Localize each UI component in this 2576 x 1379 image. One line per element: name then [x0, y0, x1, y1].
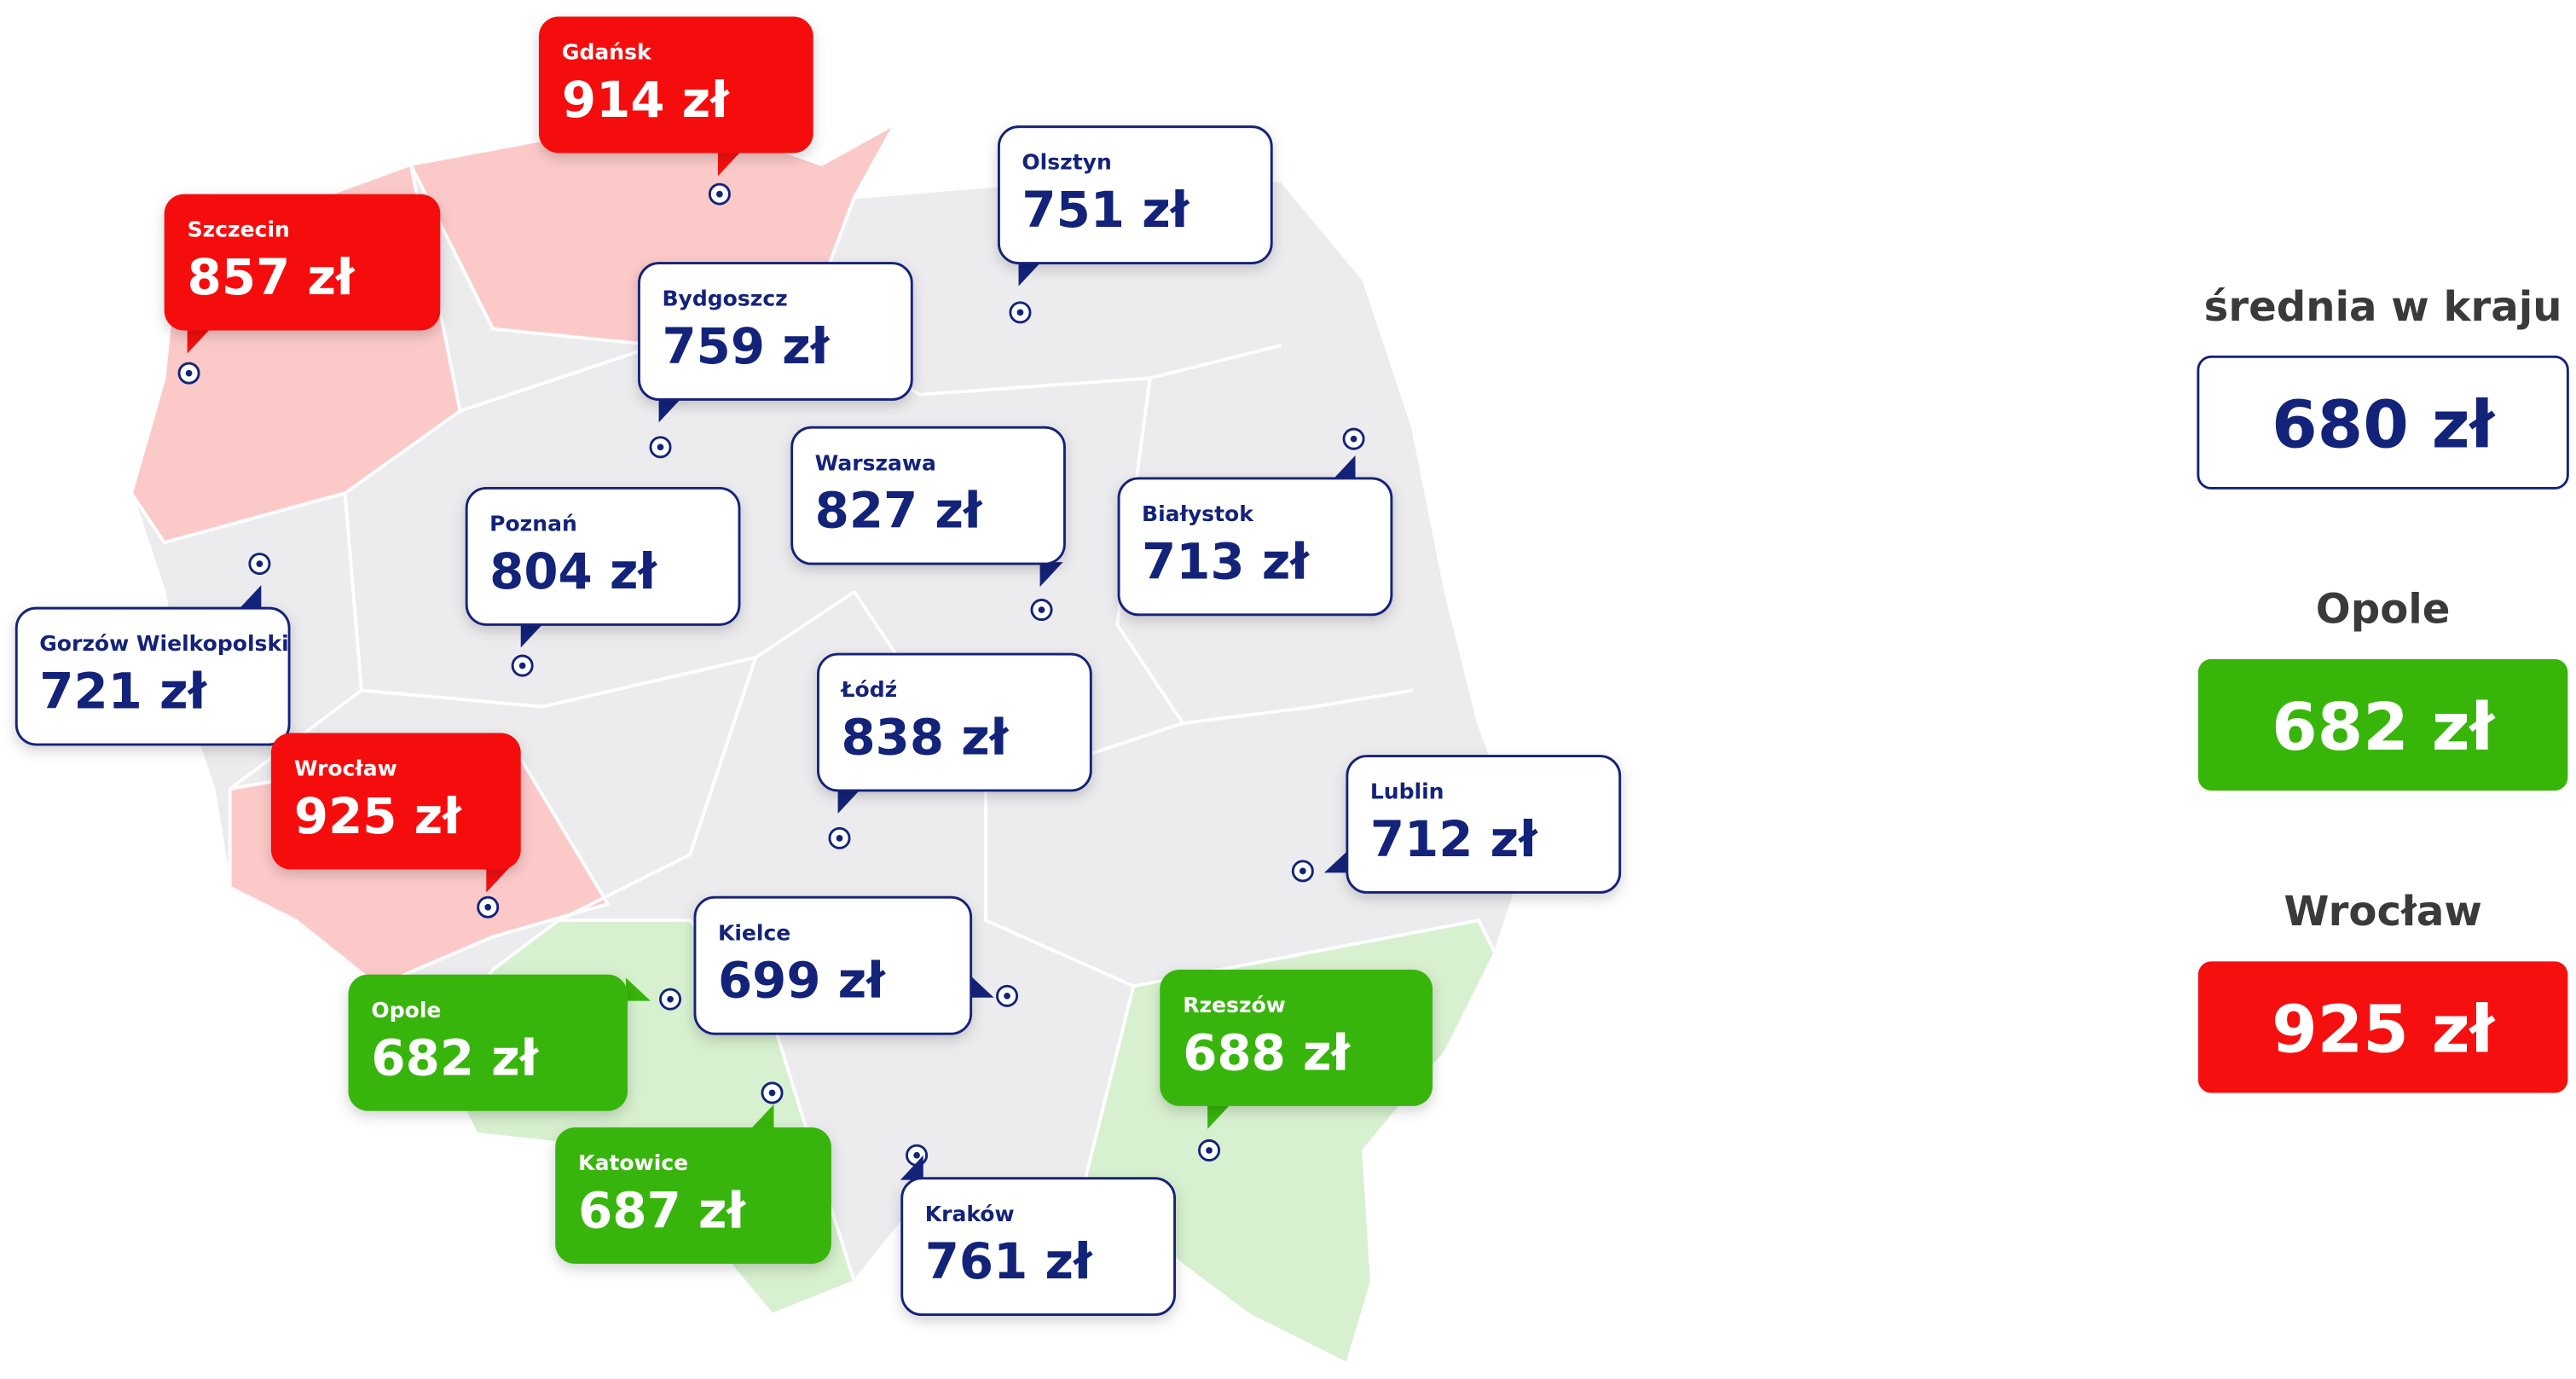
label-box	[1346, 755, 1622, 894]
label-box	[997, 125, 1273, 264]
pin-dot	[518, 662, 526, 669]
city-price: 699 zł	[718, 952, 886, 1010]
city-name: Katowice	[578, 1150, 688, 1175]
city-name: Białystok	[1142, 501, 1254, 526]
pin-dot	[716, 190, 723, 198]
label-box	[555, 1127, 831, 1264]
city-label: Białystok 713 zł	[1117, 427, 1393, 617]
city-name: Kraków	[925, 1202, 1015, 1226]
label-box	[817, 652, 1092, 792]
city-label: Gorzów Wielkopolski 721 zł	[14, 553, 291, 746]
city-price: 712 zł	[1370, 810, 1538, 868]
label-box	[164, 194, 441, 331]
city-name: Warszawa	[815, 450, 936, 475]
city-label: Wrocław 925 zł	[270, 733, 521, 918]
summary-box	[2197, 658, 2568, 791]
pin-dot	[1299, 867, 1306, 875]
label-box	[538, 16, 813, 154]
city-name: Rzeszów	[1183, 993, 1286, 1017]
summary-price: 925 zł	[2272, 991, 2496, 1068]
summary-price: 682 zł	[2272, 689, 2496, 766]
city-name: Bydgoszcz	[662, 287, 787, 311]
tail	[1323, 849, 1349, 873]
city-name: Łódź	[839, 677, 897, 702]
city-labels: Gdańsk 914 zł Szczecin 857 zł Olsztyn 751 zł B…	[14, 16, 1622, 1317]
pin-dot	[913, 1151, 920, 1159]
pin-dot	[657, 443, 664, 451]
pin-dot	[1004, 992, 1010, 999]
city-label: Warszawa 827 zł	[790, 426, 1066, 622]
city-label: Szczecin 857 zł	[164, 194, 441, 385]
tail	[238, 585, 262, 611]
city-label: Kielce 699 zł	[693, 895, 1019, 1035]
city-name: Lublin	[1370, 779, 1444, 804]
pin-dot	[836, 835, 843, 842]
city-name: Wrocław	[294, 756, 397, 781]
city-price: 925 zł	[294, 787, 462, 845]
pin-dot	[667, 995, 674, 1003]
label-box	[1117, 477, 1393, 617]
summary-label: Opole	[2316, 585, 2451, 633]
city-price: 682 zł	[371, 1028, 539, 1086]
city-price: 804 zł	[489, 542, 657, 600]
city-name: Gorzów Wielkopolski	[39, 631, 288, 656]
tail	[900, 1155, 923, 1180]
city-price: 721 zł	[39, 663, 207, 721]
city-label: Opole 682 zł	[348, 974, 682, 1111]
pin-dot	[768, 1089, 776, 1097]
summary-box	[2197, 961, 2568, 1093]
label-box	[14, 606, 291, 746]
city-label: Poznań 804 zł	[465, 487, 741, 677]
city-name: Olsztyn	[1022, 150, 1111, 175]
pin-dot	[1038, 606, 1045, 613]
city-label: Łódź 838 zł	[817, 652, 1092, 849]
tail	[837, 789, 861, 814]
city-price: 687 zł	[578, 1181, 746, 1239]
tail	[1332, 455, 1356, 480]
tail	[626, 977, 651, 1001]
pin-dot	[185, 369, 193, 377]
city-price: 713 zł	[1142, 532, 1310, 590]
city-price: 827 zł	[815, 482, 983, 540]
pin-dot	[1016, 309, 1024, 316]
summary-label: Wrocław	[2284, 888, 2482, 936]
city-price: 759 zł	[662, 317, 830, 375]
city-price: 761 zł	[925, 1232, 1093, 1290]
city-name: Poznań	[489, 512, 577, 536]
city-label: Olsztyn 751 zł	[997, 125, 1273, 324]
city-label: Gdańsk 914 zł	[538, 16, 813, 206]
tail	[750, 1104, 774, 1129]
pin-dot	[484, 903, 492, 911]
city-price: 838 zł	[841, 709, 1009, 767]
city-price: 857 zł	[188, 248, 356, 306]
city-name: Gdańsk	[562, 40, 652, 65]
city-name: Kielce	[718, 920, 790, 945]
city-price: 914 zł	[562, 71, 730, 129]
city-label: Bydgoszcz 759 zł	[638, 262, 913, 459]
label-box	[693, 895, 973, 1035]
label-box	[465, 487, 741, 626]
city-label: Katowice 687 zł	[555, 1081, 831, 1264]
city-price: 688 zł	[1183, 1024, 1351, 1082]
label-box	[900, 1177, 1177, 1317]
label-box	[790, 426, 1066, 565]
summary-price: 680 zł	[2272, 386, 2496, 463]
summary-label: średnia w kraju	[2204, 283, 2562, 331]
city-name: Opole	[371, 998, 441, 1023]
summary-panel: średnia w kraju 680 zł Opole 682 zł Wrocław 9…	[2197, 283, 2569, 1093]
summary-box	[2197, 355, 2569, 490]
label-box	[1160, 969, 1433, 1106]
city-name: Szczecin	[188, 217, 290, 242]
label-box	[348, 974, 628, 1111]
label-box	[638, 262, 913, 401]
city-label: Lublin 712 zł	[1291, 755, 1622, 894]
label-box	[270, 733, 521, 870]
city-label: Kraków 761 zł	[900, 1144, 1177, 1317]
pin-dot	[1206, 1147, 1213, 1154]
pin-dot	[256, 560, 263, 567]
pin-dot	[1350, 435, 1357, 443]
city-price: 751 zł	[1022, 181, 1190, 239]
